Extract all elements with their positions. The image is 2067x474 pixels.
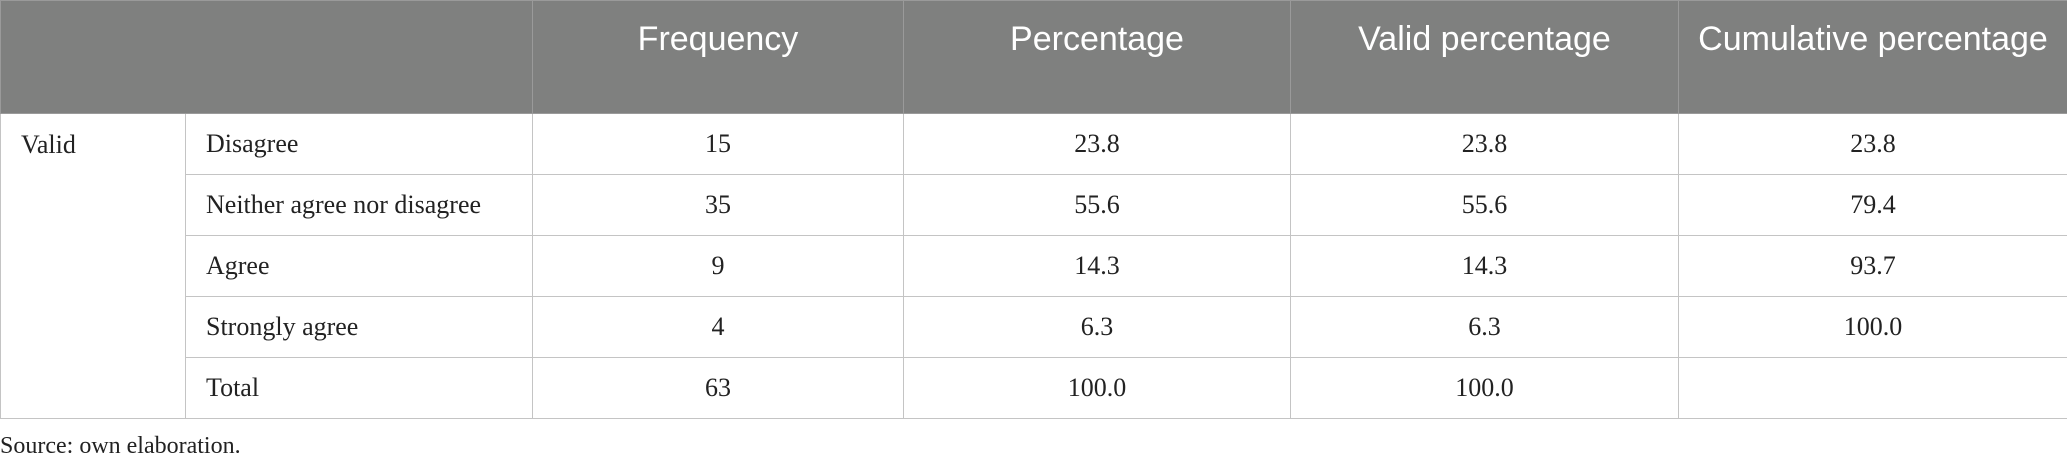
table-cell: 15 bbox=[532, 113, 904, 175]
table-cell: 63 bbox=[532, 357, 904, 419]
frequency-table: Frequency Percentage Valid percentage Cumul… bbox=[0, 0, 2067, 419]
table-cell: 6.3 bbox=[1290, 296, 1679, 358]
header-corner bbox=[0, 0, 533, 114]
empty-cell bbox=[1678, 357, 2067, 419]
table-cell: 55.6 bbox=[1290, 174, 1679, 236]
table-cell: 14.3 bbox=[903, 235, 1291, 297]
table-cell: 4 bbox=[532, 296, 904, 358]
table-row: Neither agree nor disagree 35 55.6 55.6 79.4 bbox=[1, 174, 2067, 236]
row-label: Neither agree nor disagree bbox=[185, 174, 533, 236]
table-cell: 100.0 bbox=[1678, 296, 2067, 358]
source-note: Source: own elaboration. bbox=[0, 433, 241, 459]
table-cell: 6.3 bbox=[903, 296, 1291, 358]
table-row: Valid Disagree 15 23.8 23.8 23.8 bbox=[0, 113, 2067, 419]
table-row: Agree 9 14.3 14.3 93.7 bbox=[1, 235, 2067, 297]
table-cell: 100.0 bbox=[1290, 357, 1679, 419]
table-cell: 14.3 bbox=[1290, 235, 1679, 297]
table-cell: 35 bbox=[532, 174, 904, 236]
table-row: Total 63 100.0 100.0 bbox=[1, 357, 2067, 419]
row-label: Strongly agree bbox=[185, 296, 533, 358]
row-label: Agree bbox=[185, 235, 533, 297]
row-group-label: Valid bbox=[0, 113, 186, 419]
row-label: Disagree bbox=[185, 113, 533, 175]
column-header: Frequency bbox=[532, 0, 904, 114]
column-header: Valid percentage bbox=[1290, 0, 1679, 114]
table-cell: 23.8 bbox=[903, 113, 1291, 175]
table-cell: 79.4 bbox=[1678, 174, 2067, 236]
table-cell: 23.8 bbox=[1290, 113, 1679, 175]
table-cell: 93.7 bbox=[1678, 235, 2067, 297]
header-row: Frequency Percentage Valid percentage Cumul… bbox=[0, 0, 2067, 114]
table-cell: 100.0 bbox=[903, 357, 1291, 419]
column-header: Cumulative percentage bbox=[1678, 0, 2067, 114]
table-body: Valid Disagree 15 23.8 23.8 23.8 Neither agree… bbox=[0, 113, 2067, 419]
table-cell: 23.8 bbox=[1678, 113, 2067, 175]
column-header: Percentage bbox=[903, 0, 1291, 114]
row-label: Total bbox=[185, 357, 533, 419]
table-row: Strongly agree 4 6.3 6.3 100.0 bbox=[1, 296, 2067, 358]
table-cell: 55.6 bbox=[903, 174, 1291, 236]
table-cell: 9 bbox=[532, 235, 904, 297]
